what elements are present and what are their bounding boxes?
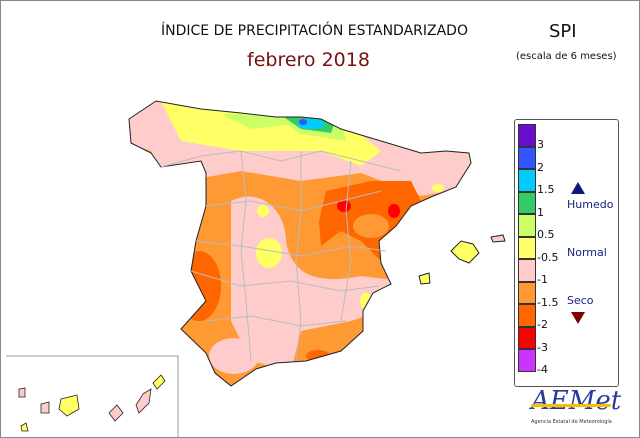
- legend-swatch: [518, 236, 536, 259]
- menorca: [490, 234, 506, 243]
- legend-tick-label: -3: [537, 340, 548, 354]
- legend-swatch: [518, 349, 536, 372]
- wet-triangle-icon: [571, 182, 585, 194]
- legend-swatch: [518, 191, 536, 214]
- legend-tick-label: -0.5: [537, 250, 559, 264]
- logo-wordmark: AEMet: [531, 386, 622, 416]
- logo-caption: Agencia Estatal de Meteorología: [531, 419, 612, 425]
- mallorca: [450, 240, 480, 264]
- ibiza: [418, 272, 431, 285]
- legend-tick-label: 1: [537, 205, 544, 219]
- index-scale: (escala de 6 meses): [516, 51, 617, 62]
- province-borders: [160, 150, 402, 362]
- legend-wet-label: Humedo: [567, 198, 614, 211]
- legend-tick-label: -1: [537, 273, 548, 286]
- legend-normal-label: Normal: [567, 246, 607, 259]
- legend-tick-label: -1.5: [537, 295, 559, 309]
- legend-tick-label: -2: [537, 318, 548, 331]
- map-title: ÍNDICE DE PRECIPITACIÓN ESTANDARIZADO: [161, 23, 468, 39]
- legend-swatch: [518, 214, 536, 237]
- legend-swatch: [518, 326, 536, 349]
- legend-swatch: [518, 146, 536, 169]
- index-name: SPI: [549, 21, 577, 42]
- legend-swatch: [518, 259, 536, 282]
- legend-tick-label: -4: [537, 363, 548, 376]
- legend-swatch: [518, 124, 536, 147]
- canary-inset-frame: [6, 355, 179, 437]
- legend-tick-label: 1.5: [537, 183, 555, 196]
- legend-tick-label: 0.5: [537, 228, 555, 241]
- canary-islands: [18, 374, 166, 432]
- legend-dry-label: Seco: [567, 294, 594, 307]
- legend-swatch: [518, 169, 536, 192]
- dry-triangle-icon: [571, 312, 585, 324]
- spi-fill: [129, 101, 471, 386]
- legend-swatch: [518, 304, 536, 327]
- aemet-logo: AEMet: [531, 386, 621, 416]
- legend-tick-label: 3: [537, 138, 544, 151]
- legend: 3 2 1.5 1 0.5 -0.5 -1 -1.5 -2 -3 -4 Humedo Normal …: [514, 119, 619, 387]
- legend-swatch: [518, 281, 536, 304]
- map-period: febrero 2018: [247, 49, 370, 71]
- legend-tick-label: 2: [537, 160, 544, 174]
